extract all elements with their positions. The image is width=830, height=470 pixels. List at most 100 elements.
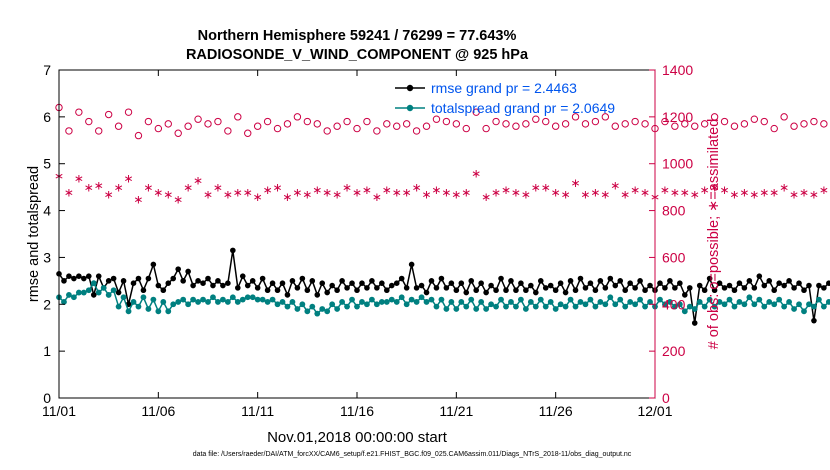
rmse-marker — [791, 285, 797, 291]
rmse-marker — [771, 287, 777, 294]
totalspread-marker — [324, 308, 331, 315]
assimilated-obs-marker: ∗ — [511, 185, 521, 199]
totalspread-marker — [567, 296, 574, 303]
rmse-marker — [329, 282, 335, 289]
rmse-marker — [453, 287, 460, 294]
totalspread-marker — [667, 299, 673, 305]
rmse-marker — [210, 282, 216, 289]
rmse-marker — [254, 285, 261, 291]
rmse-marker — [215, 278, 221, 284]
totalspread-marker — [170, 301, 177, 308]
rmse-marker — [299, 275, 306, 282]
rmse-marker — [572, 287, 579, 294]
assimilated-obs-marker: ∗ — [600, 188, 610, 202]
totalspread-marker — [612, 301, 619, 308]
totalspread-marker — [229, 294, 236, 301]
rmse-marker — [175, 266, 181, 272]
rmse-marker — [359, 280, 365, 287]
assimilated-obs-marker: ∗ — [332, 188, 342, 202]
totalspread-marker — [319, 306, 326, 312]
assimilated-obs-marker: ∗ — [133, 192, 143, 206]
totalspread-marker — [816, 296, 822, 303]
possible-obs-marker — [591, 117, 600, 126]
totalspread-marker — [498, 296, 504, 303]
rmse-marker — [284, 292, 291, 298]
totalspread-marker — [443, 306, 450, 312]
totalspread-marker — [195, 299, 201, 305]
possible-obs-marker — [760, 117, 768, 126]
rmse-marker — [259, 275, 266, 282]
rmse-marker — [796, 280, 802, 287]
possible-obs-marker — [571, 113, 580, 121]
totalspread-marker — [359, 299, 365, 305]
y-tick-label-left: 1 — [43, 343, 51, 359]
assimilated-obs-marker: ∗ — [690, 188, 700, 202]
totalspread-marker — [349, 296, 355, 303]
assimilated-obs-marker: ∗ — [104, 188, 114, 202]
possible-obs-marker — [283, 120, 292, 128]
possible-obs-marker — [790, 122, 798, 130]
rmse-marker — [597, 278, 604, 284]
assimilated-obs-marker: ∗ — [759, 185, 769, 199]
rmse-marker — [339, 278, 345, 284]
totalspread-marker — [398, 294, 405, 301]
assimilated-obs-marker: ∗ — [173, 192, 183, 206]
y-tick-label-left: 5 — [43, 156, 51, 172]
possible-obs-marker — [303, 117, 312, 126]
totalspread-marker — [309, 303, 316, 310]
possible-obs-marker — [75, 108, 83, 116]
rmse-marker — [612, 282, 619, 289]
rmse-marker — [324, 289, 331, 296]
possible-obs-marker — [542, 117, 550, 126]
totalspread-marker — [701, 303, 708, 310]
legend-marker-totalspread — [406, 104, 414, 112]
rmse-marker — [662, 285, 668, 291]
rmse-marker — [721, 285, 728, 291]
rmse-marker — [205, 275, 211, 282]
rmse-marker — [145, 275, 152, 282]
totalspread-marker — [234, 299, 241, 305]
totalspread-marker — [825, 299, 830, 305]
rmse-marker — [637, 278, 643, 284]
possible-obs-marker — [512, 122, 520, 130]
possible-obs-marker — [810, 117, 818, 126]
totalspread-marker — [175, 299, 182, 305]
totalspread-marker — [259, 296, 266, 303]
possible-obs-marker — [353, 124, 361, 133]
totalspread-marker — [289, 299, 296, 305]
assimilated-obs-marker: ∗ — [273, 181, 283, 195]
possible-obs-marker — [482, 124, 490, 133]
rmse-marker — [726, 282, 733, 289]
rmse-marker — [230, 247, 236, 254]
rmse-marker — [463, 289, 470, 296]
totalspread-marker — [711, 303, 718, 310]
rmse-marker — [393, 280, 400, 287]
totalspread-marker — [761, 303, 768, 310]
assimilated-obs-marker: ∗ — [193, 174, 203, 188]
totalspread-marker — [751, 301, 758, 308]
rmse-marker — [731, 287, 738, 294]
totalspread-marker — [602, 301, 609, 308]
rmse-marker — [294, 285, 301, 291]
possible-obs-marker — [363, 117, 371, 126]
totalspread-marker — [786, 299, 792, 305]
possible-obs-marker — [800, 120, 808, 128]
assimilated-obs-marker: ∗ — [461, 185, 471, 199]
possible-obs-marker — [472, 108, 480, 116]
rmse-marker — [592, 287, 599, 294]
rmse-marker — [523, 287, 529, 294]
rmse-marker — [602, 285, 609, 291]
assimilated-obs-marker: ∗ — [143, 181, 153, 195]
y-tick-label-right: 200 — [662, 343, 686, 359]
totalspread-marker — [483, 306, 490, 312]
assimilated-obs-marker: ∗ — [441, 185, 451, 199]
rmse-marker — [518, 280, 524, 287]
totalspread-marker — [249, 294, 256, 301]
rmse-marker — [716, 280, 723, 287]
rmse-marker — [319, 280, 326, 287]
assimilated-obs-marker: ∗ — [729, 188, 739, 202]
rmse-marker — [185, 268, 191, 275]
totalspread-marker — [716, 299, 723, 305]
assimilated-obs-marker: ∗ — [700, 183, 710, 197]
assimilated-obs-marker: ∗ — [412, 181, 422, 195]
